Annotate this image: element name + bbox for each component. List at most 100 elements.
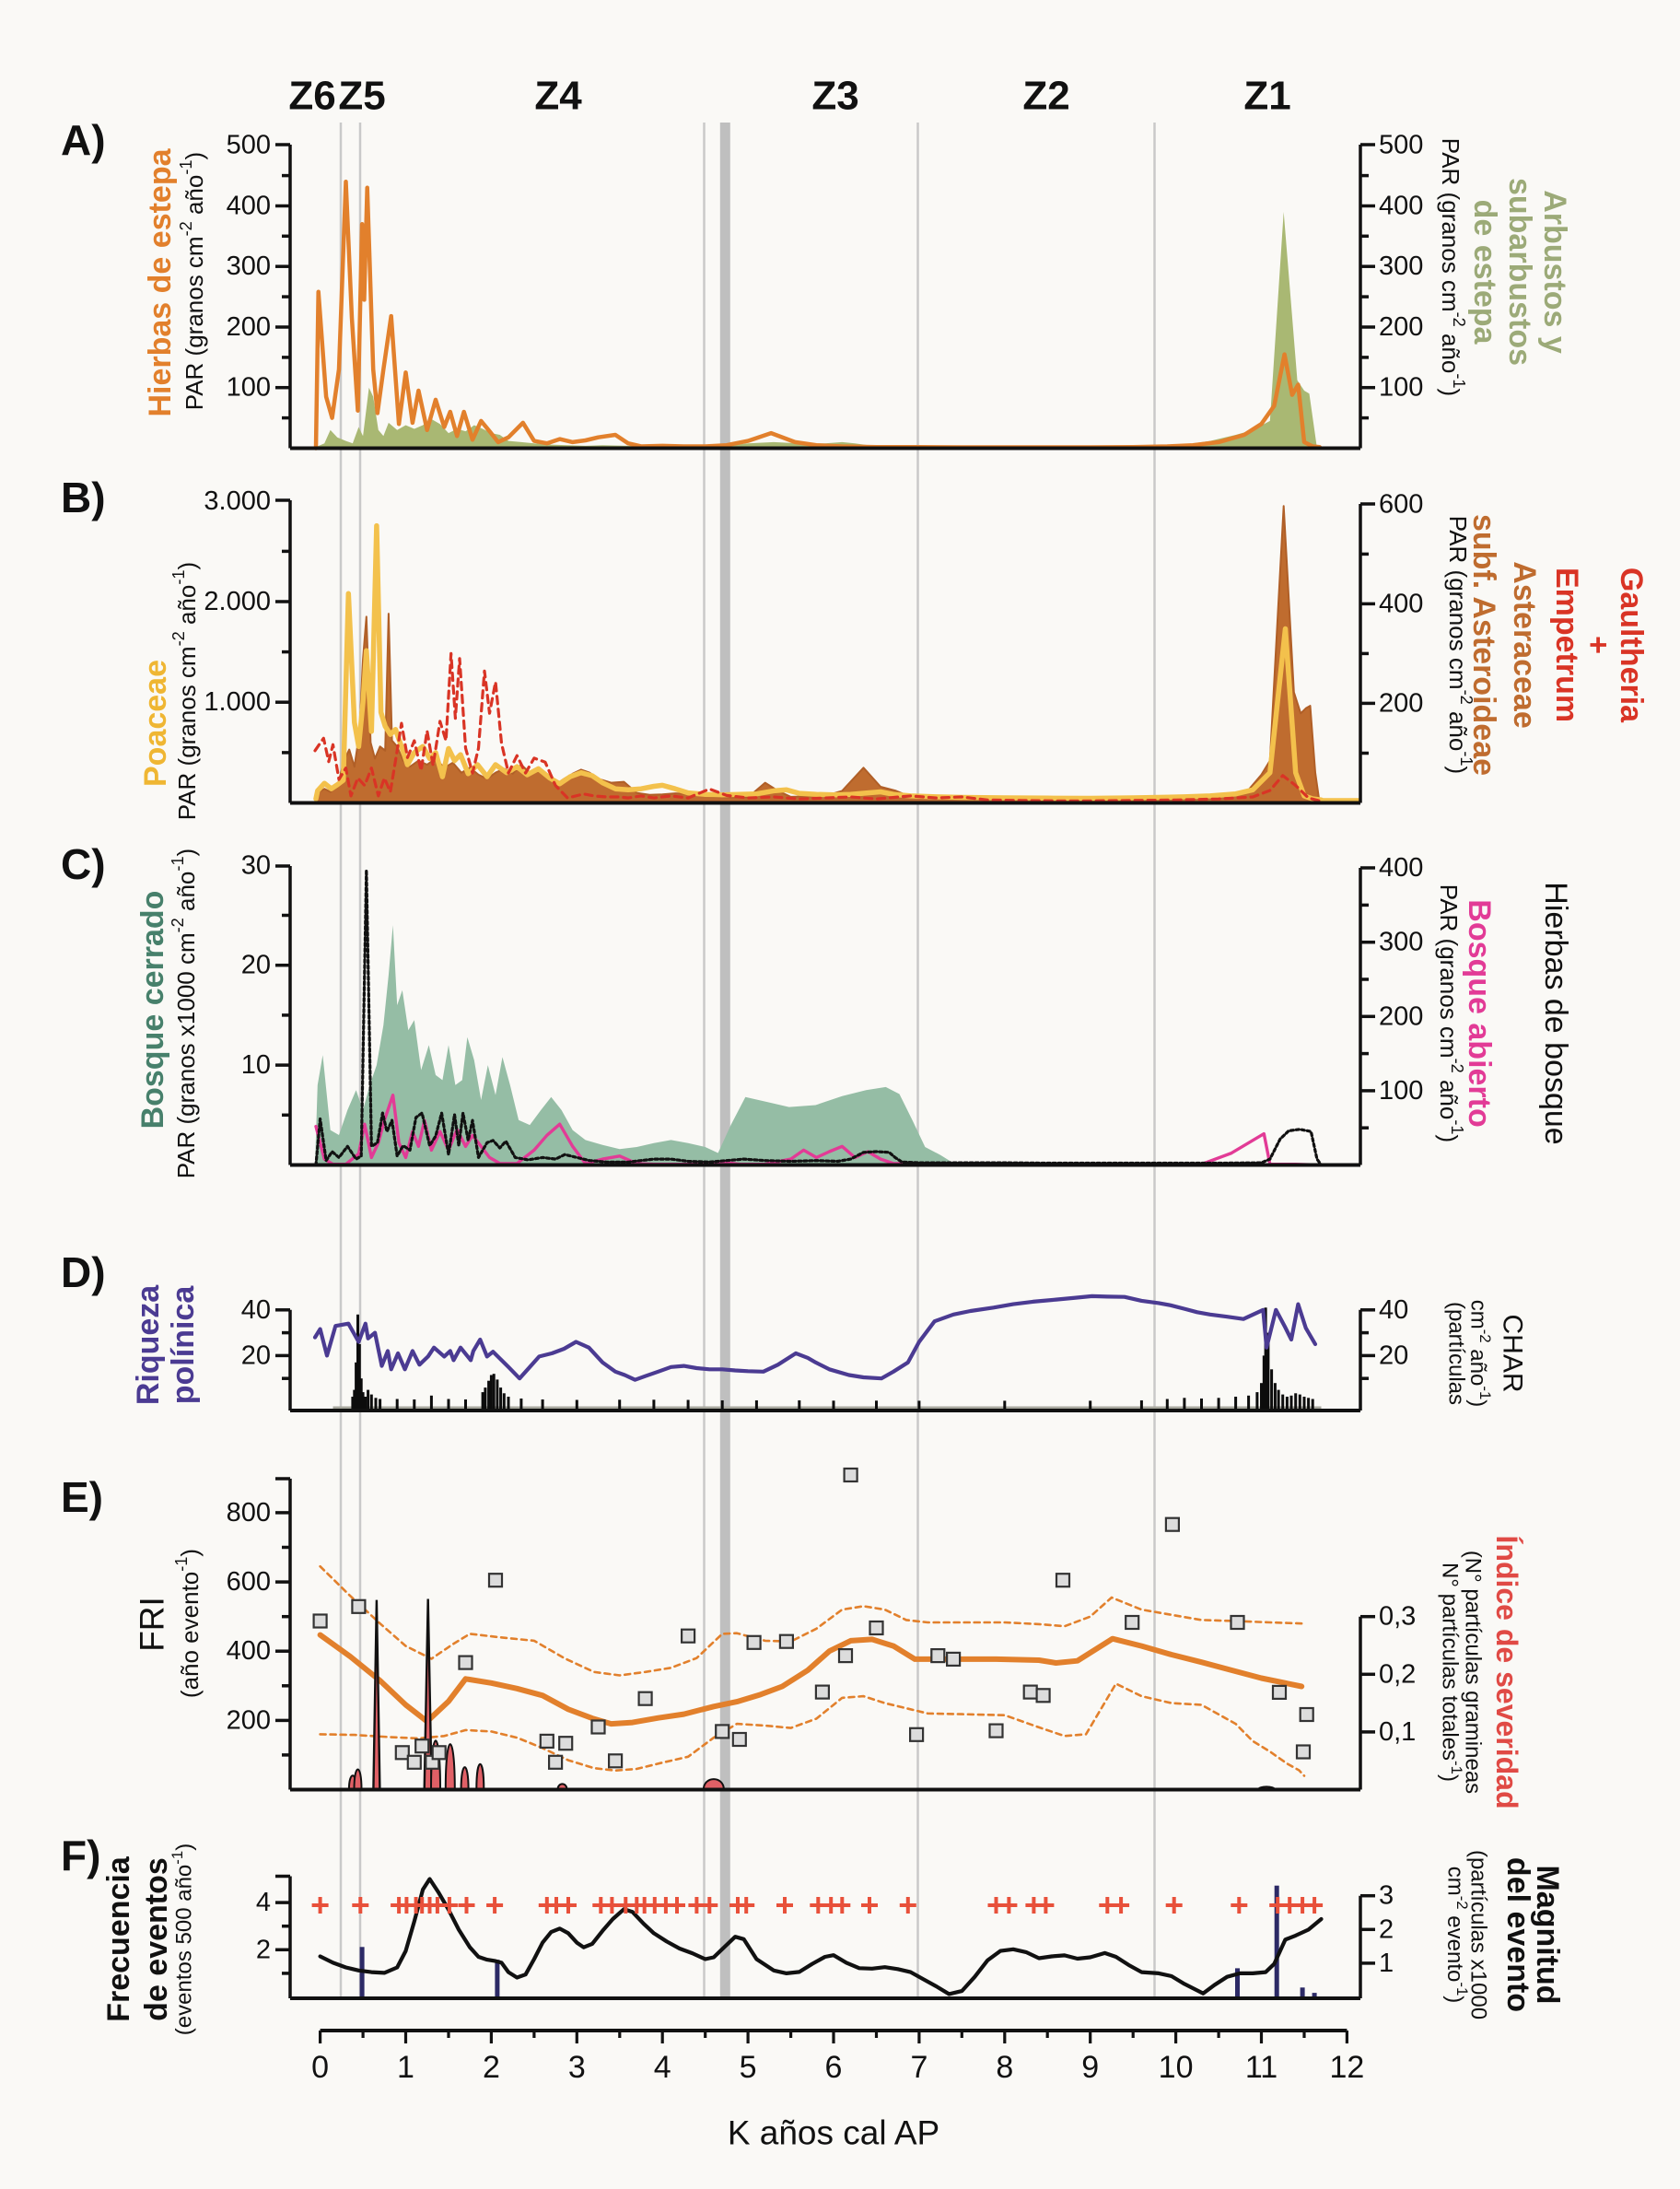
svg-text:200: 200 xyxy=(227,312,271,342)
svg-text:11: 11 xyxy=(1245,2050,1278,2085)
svg-text:200: 200 xyxy=(1379,1001,1423,1031)
svg-text:2: 2 xyxy=(483,2050,500,2085)
svg-text:Frecuencia: Frecuencia xyxy=(101,1855,136,2022)
svg-text:200: 200 xyxy=(1379,688,1423,718)
svg-text:40: 40 xyxy=(241,1295,271,1325)
svg-text:PAR (granos cm-2 año-1): PAR (granos cm-2 año-1) xyxy=(169,562,201,820)
svg-text:Poaceae: Poaceae xyxy=(138,660,173,787)
svg-text:de estepa: de estepa xyxy=(1467,200,1502,345)
svg-text:400: 400 xyxy=(227,1636,271,1666)
svg-text:subf. Asteroideae: subf. Asteroideae xyxy=(1466,514,1501,776)
svg-text:D): D) xyxy=(61,1248,106,1296)
svg-text:de eventos: de eventos xyxy=(139,1857,174,2021)
svg-text:F): F) xyxy=(61,1832,100,1879)
svg-text:20: 20 xyxy=(1379,1340,1408,1370)
svg-text:4: 4 xyxy=(256,1888,271,1917)
svg-text:Bosque cerrado: Bosque cerrado xyxy=(135,891,170,1130)
svg-text:1: 1 xyxy=(1379,1949,1394,1978)
svg-text:(N° partículas gramineas: (N° partículas gramineas xyxy=(1461,1551,1486,1794)
svg-text:40: 40 xyxy=(1379,1295,1408,1325)
svg-text:300: 300 xyxy=(1379,252,1423,281)
svg-text:Arbustos y: Arbustos y xyxy=(1537,190,1572,354)
svg-text:0,2: 0,2 xyxy=(1379,1659,1416,1689)
svg-text:100: 100 xyxy=(1379,1076,1423,1106)
svg-text:del evento: del evento xyxy=(1500,1857,1535,2012)
svg-text:(eventos 500 año-1): (eventos 500 año-1) xyxy=(169,1844,197,2035)
svg-text:30: 30 xyxy=(241,850,271,880)
svg-text:12: 12 xyxy=(1329,2050,1364,2085)
svg-text:600: 600 xyxy=(1379,489,1423,519)
svg-text:PAR (granos cm-2 año-1): PAR (granos cm-2 año-1) xyxy=(1444,516,1476,774)
svg-text:0,3: 0,3 xyxy=(1379,1602,1416,1632)
svg-text:200: 200 xyxy=(1379,312,1423,342)
svg-text:200: 200 xyxy=(227,1705,271,1735)
svg-text:Gaultheria: Gaultheria xyxy=(1614,568,1649,723)
svg-text:9: 9 xyxy=(1081,2050,1099,2085)
svg-text:PAR (granos cm-2 año-1): PAR (granos cm-2 año-1) xyxy=(1435,884,1466,1142)
svg-text:Índice de severidad: Índice de severidad xyxy=(1490,1535,1523,1809)
svg-text:Z1: Z1 xyxy=(1243,74,1290,119)
svg-text:3: 3 xyxy=(1379,1881,1394,1911)
svg-text:B): B) xyxy=(61,474,106,521)
svg-text:500: 500 xyxy=(227,131,271,160)
svg-text:8: 8 xyxy=(996,2050,1013,2085)
svg-text:2: 2 xyxy=(1379,1914,1394,1944)
svg-text:A): A) xyxy=(61,116,106,164)
svg-text:5: 5 xyxy=(740,2050,757,2085)
svg-text:Empetrum: Empetrum xyxy=(1549,568,1584,722)
svg-text:Z6: Z6 xyxy=(288,74,335,119)
svg-text:cm-2 evento-1): cm-2 evento-1) xyxy=(1443,1867,1472,2004)
svg-text:Hierbas de estepa: Hierbas de estepa xyxy=(143,147,178,416)
svg-text:E): E) xyxy=(61,1473,103,1521)
svg-text:Asteraceae: Asteraceae xyxy=(1507,561,1542,728)
svg-text:K años cal AP: K años cal AP xyxy=(728,2114,939,2152)
svg-text:Magnitud: Magnitud xyxy=(1530,1865,1565,2004)
svg-text:20: 20 xyxy=(241,1340,271,1370)
svg-text:3: 3 xyxy=(568,2050,586,2085)
svg-text:FRI: FRI xyxy=(134,1597,171,1652)
svg-text:(partículas x1000: (partículas x1000 xyxy=(1466,1850,1491,2019)
svg-text:0,1: 0,1 xyxy=(1379,1717,1416,1747)
svg-text:2.000: 2.000 xyxy=(204,587,271,616)
svg-text:PAR (granos x1000 cm-2 año-1): PAR (granos x1000 cm-2 año-1) xyxy=(169,849,200,1178)
svg-text:6: 6 xyxy=(825,2050,843,2085)
svg-text:400: 400 xyxy=(1379,589,1423,618)
svg-text:Riqueza: Riqueza xyxy=(131,1284,166,1405)
svg-text:600: 600 xyxy=(227,1567,271,1597)
svg-text:500: 500 xyxy=(1379,131,1423,160)
svg-text:PAR (granos cm-2 año-1): PAR (granos cm-2 año-1) xyxy=(1437,138,1468,396)
svg-text:1: 1 xyxy=(397,2050,414,2085)
svg-text:10: 10 xyxy=(241,1050,271,1080)
svg-text:4: 4 xyxy=(654,2050,671,2085)
svg-text:PAR (granos cm-2 año-1): PAR (granos cm-2 año-1) xyxy=(177,152,208,410)
svg-text:N° partículas totales-1): N° partículas totales-1) xyxy=(1438,1563,1466,1782)
svg-text:+: + xyxy=(1581,636,1616,654)
svg-text:Z4: Z4 xyxy=(534,74,582,119)
svg-text:300: 300 xyxy=(227,252,271,281)
svg-text:100: 100 xyxy=(227,373,271,403)
svg-text:20: 20 xyxy=(241,951,271,980)
svg-text:Bosque abierto: Bosque abierto xyxy=(1462,899,1497,1127)
svg-text:3.000: 3.000 xyxy=(204,486,271,516)
svg-text:400: 400 xyxy=(1379,192,1423,221)
svg-text:Z5: Z5 xyxy=(338,74,385,119)
svg-text:(partículas: (partículas xyxy=(1444,1302,1469,1405)
svg-text:7: 7 xyxy=(910,2050,928,2085)
svg-text:400: 400 xyxy=(1379,853,1423,883)
svg-text:(año evento-1): (año evento-1) xyxy=(172,1549,204,1698)
svg-text:subarbustos: subarbustos xyxy=(1502,178,1537,366)
svg-text:C): C) xyxy=(61,840,106,888)
svg-text:10: 10 xyxy=(1159,2050,1194,2085)
svg-text:100: 100 xyxy=(1379,373,1423,403)
svg-text:polínica: polínica xyxy=(166,1285,201,1405)
svg-text:1.000: 1.000 xyxy=(204,687,271,717)
svg-text:Z3: Z3 xyxy=(811,74,858,119)
svg-text:300: 300 xyxy=(1379,928,1423,957)
svg-text:0: 0 xyxy=(311,2050,329,2085)
svg-text:800: 800 xyxy=(227,1498,271,1528)
svg-text:Hierbas de bosque: Hierbas de bosque xyxy=(1538,882,1573,1144)
svg-text:Z2: Z2 xyxy=(1022,74,1069,119)
svg-text:400: 400 xyxy=(227,192,271,221)
svg-text:CHAR: CHAR xyxy=(1498,1314,1528,1392)
svg-text:2: 2 xyxy=(256,1935,271,1964)
